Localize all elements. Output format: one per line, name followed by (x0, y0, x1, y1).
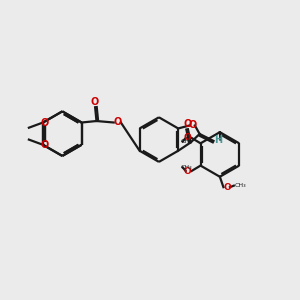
Text: O: O (184, 167, 192, 176)
Text: O: O (41, 118, 49, 128)
Text: O: O (224, 183, 231, 192)
Text: O: O (184, 119, 192, 129)
Text: H: H (214, 135, 222, 145)
Text: CH₃: CH₃ (180, 139, 192, 144)
Text: CH₃: CH₃ (180, 165, 192, 170)
Text: O: O (91, 97, 99, 107)
Text: O: O (188, 120, 196, 130)
Text: O: O (41, 140, 49, 149)
Text: CH₃: CH₃ (235, 183, 247, 188)
Text: O: O (184, 133, 192, 142)
Text: O: O (113, 117, 122, 127)
